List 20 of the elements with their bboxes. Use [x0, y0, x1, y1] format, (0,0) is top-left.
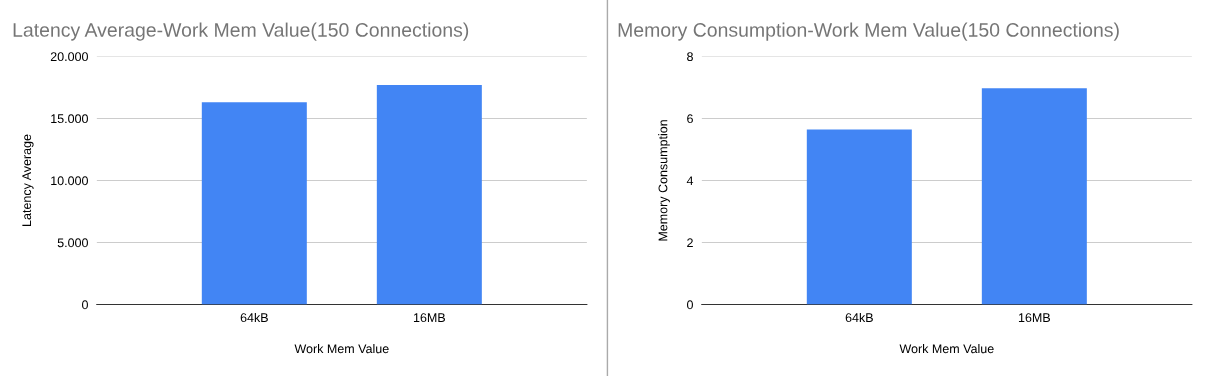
- y-axis-title: Latency Average: [22, 134, 34, 226]
- y-tick-label: 10.000: [51, 176, 88, 186]
- y-tick-label: 6: [687, 114, 693, 124]
- x-tick-label: 16MB: [1018, 313, 1050, 323]
- x-axis-title: Work Mem Value: [899, 343, 994, 354]
- x-tick-label: 64kB: [845, 312, 873, 323]
- chart-title: Latency Average-Work Mem Value(150 Connections): [13, 22, 469, 41]
- chart-title: Memory Consumption-Work Mem Value(150 Connections): [618, 22, 1119, 41]
- y-tick-label: 20.000: [50, 52, 88, 62]
- x-tick-label: 16MB: [413, 313, 445, 323]
- y-tick-label: 8: [687, 52, 693, 62]
- x-tick-label: 64kB: [240, 312, 268, 323]
- y-tick-label: 5.000: [57, 238, 88, 248]
- y-tick-label: 15.000: [51, 114, 88, 124]
- y-tick-label: 4: [686, 176, 694, 186]
- y-axis-title: Memory Consumption: [658, 120, 670, 241]
- y-tick-label: 0: [687, 300, 693, 310]
- y-tick-label: 0: [82, 300, 88, 310]
- x-axis-title: Work Mem Value: [294, 343, 389, 354]
- y-tick-label: 2: [687, 238, 693, 248]
